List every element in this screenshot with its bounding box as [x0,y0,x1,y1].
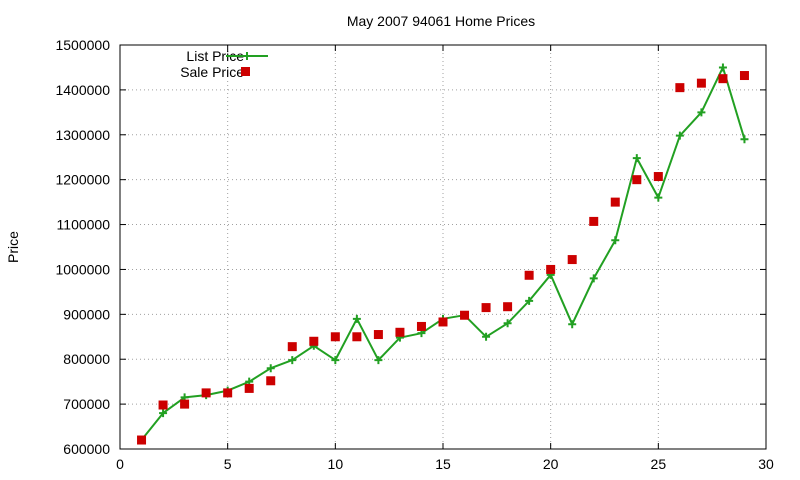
sale-price-point [632,175,642,185]
sale-price-point [610,197,620,207]
y-tick-label: 1200000 [55,172,110,188]
sale-price-point [460,310,470,320]
x-tick-label: 20 [543,456,559,472]
sale-price-point [438,317,448,327]
sale-price-point [373,330,383,340]
list-price-point [482,332,491,341]
sale-price-point [330,332,340,342]
list-price-point [632,154,641,163]
legend-plus-marker [243,52,251,60]
sale-price-point [718,74,728,84]
sale-price-point [223,388,233,398]
sale-price-point [503,302,513,312]
sale-price-point [266,376,276,386]
series-layer [137,63,749,445]
x-tick-label: 30 [758,456,774,472]
y-tick-label: 1500000 [55,37,110,53]
list-price-point [525,296,534,305]
sale-price-point [395,327,405,337]
plot-frame [119,44,767,450]
list-price-point [266,364,275,373]
sale-price-point [546,264,556,274]
legend-label-list-price: List Price [186,48,244,64]
sale-price-point [653,172,663,182]
list-price-point [159,409,168,418]
x-tick-label: 15 [435,456,451,472]
sale-price-point [287,342,297,352]
list-price-point [718,63,727,72]
x-tick-label: 10 [328,456,344,472]
sale-price-point [244,383,254,393]
list-price-point [611,236,620,245]
sale-price-point [201,388,211,398]
y-tick-label: 1000000 [55,261,110,277]
sale-price-point [524,270,534,280]
sale-price-point [180,399,190,409]
y-axis-label: Price [5,231,21,263]
sale-price-point [567,255,577,265]
y-tick-label: 600000 [63,441,110,457]
y-tick-label: 800000 [63,351,110,367]
list-price-point [374,356,383,365]
sale-price-point [481,303,491,313]
sale-price-point [352,332,362,342]
x-tick-label: 0 [116,456,124,472]
list-price-point [352,314,361,323]
sale-price-point [309,336,319,346]
sale-price-point [158,400,168,410]
sale-price-point [137,435,147,445]
y-tick-label: 700000 [63,396,110,412]
list-price-point [503,319,512,328]
list-price-point [740,135,749,144]
list-price-point [331,356,340,365]
y-tick-label: 1400000 [55,82,110,98]
list-price-point [675,131,684,140]
y-tick-label: 1100000 [57,217,111,233]
list-price-point [654,193,663,202]
list-price-point [288,356,297,365]
sale-price-point [589,216,599,226]
y-tick-label: 1300000 [55,127,110,143]
sale-price-point [675,83,685,93]
list-price-point [589,274,598,283]
chart-title: May 2007 94061 Home Prices [347,13,535,29]
grid [120,45,766,449]
list-price-point [568,320,577,329]
sale-price-point [416,321,426,331]
x-tick-label: 25 [651,456,667,472]
x-tick-label: 5 [224,456,232,472]
sale-price-point [739,71,749,81]
legend: List Price Sale Price [180,48,268,80]
list-price-point [697,108,706,117]
legend-label-sale-price: Sale Price [180,64,244,80]
sale-price-point [696,78,706,88]
y-tick-label: 900000 [63,306,110,322]
axis-ticks: 0 5 10 15 20 25 30 600000 700000 800000 900000 1000… [55,37,774,472]
legend-square-marker [241,67,250,76]
